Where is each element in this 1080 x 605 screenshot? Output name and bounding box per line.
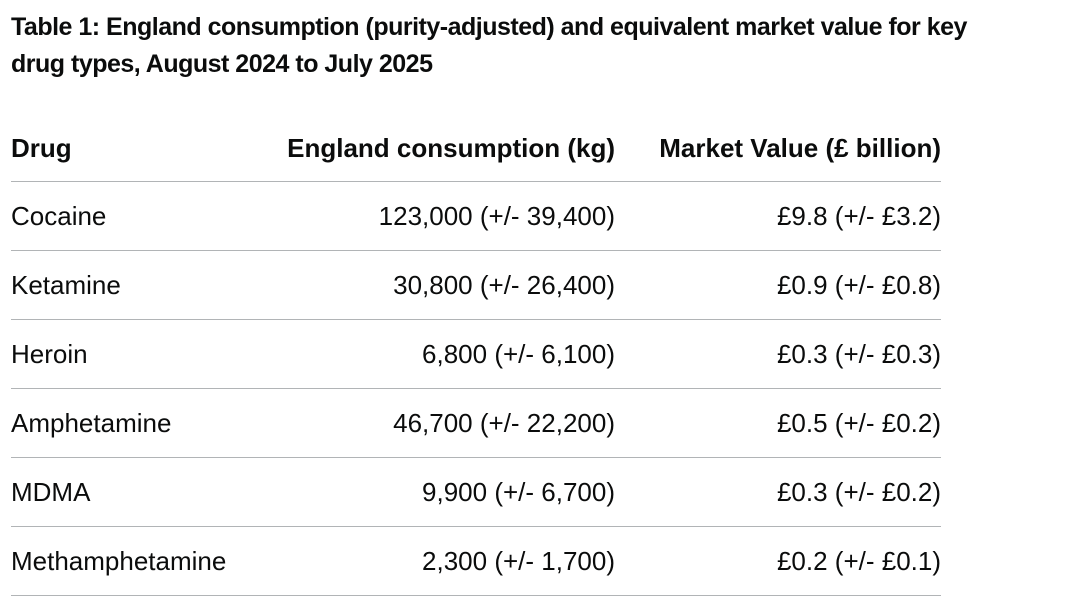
- cell-market-value: £0.3 (+/- £0.3): [615, 319, 941, 389]
- column-header-market-value: Market Value (£ billion): [615, 109, 941, 182]
- table-title-line-2: drug types, August 2024 to July 2025: [11, 50, 433, 78]
- cell-consumption: 2,300 (+/- 1,700): [253, 526, 615, 596]
- cell-consumption: 6,800 (+/- 6,100): [253, 319, 615, 389]
- table-row: Amphetamine 46,700 (+/- 22,200) £0.5 (+/- …: [11, 388, 941, 458]
- table-header-row: Drug England consumption (kg) Market Val…: [11, 109, 941, 182]
- table-row: Ketamine 30,800 (+/- 26,400) £0.9 (+/- £0.…: [11, 250, 941, 320]
- cell-drug: Cocaine: [11, 181, 253, 251]
- cell-drug: Amphetamine: [11, 388, 253, 458]
- table-row: Methamphetamine 2,300 (+/- 1,700) £0.2 (+/…: [11, 526, 941, 596]
- consumption-table: Drug England consumption (kg) Market Val…: [11, 109, 941, 596]
- table-body: Cocaine 123,000 (+/- 39,400) £9.8 (+/- £3.…: [11, 181, 941, 596]
- cell-market-value: £0.9 (+/- £0.8): [615, 250, 941, 320]
- cell-drug: MDMA: [11, 457, 253, 527]
- column-header-consumption: England consumption (kg): [253, 109, 615, 182]
- cell-consumption: 123,000 (+/- 39,400): [253, 181, 615, 251]
- cell-drug: Heroin: [11, 319, 253, 389]
- table-row: Cocaine 123,000 (+/- 39,400) £9.8 (+/- £3.…: [11, 181, 941, 251]
- cell-consumption: 46,700 (+/- 22,200): [253, 388, 615, 458]
- table-title: Table 1: England consumption (purity-adj…: [11, 9, 1070, 83]
- cell-consumption: 30,800 (+/- 26,400): [253, 250, 615, 320]
- table-header: Drug England consumption (kg) Market Val…: [11, 109, 941, 182]
- cell-market-value: £0.3 (+/- £0.2): [615, 457, 941, 527]
- cell-market-value: £0.2 (+/- £0.1): [615, 526, 941, 596]
- cell-drug: Ketamine: [11, 250, 253, 320]
- cell-consumption: 9,900 (+/- 6,700): [253, 457, 615, 527]
- column-header-drug: Drug: [11, 109, 253, 182]
- cell-market-value: £9.8 (+/- £3.2): [615, 181, 941, 251]
- table-row: MDMA 9,900 (+/- 6,700) £0.3 (+/- £0.2): [11, 457, 941, 527]
- table-title-line-1: Table 1: England consumption (purity-adj…: [11, 13, 967, 41]
- table-row: Heroin 6,800 (+/- 6,100) £0.3 (+/- £0.3): [11, 319, 941, 389]
- cell-market-value: £0.5 (+/- £0.2): [615, 388, 941, 458]
- cell-drug: Methamphetamine: [11, 526, 253, 596]
